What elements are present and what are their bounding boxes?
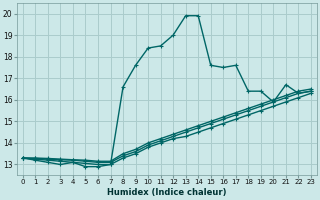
X-axis label: Humidex (Indice chaleur): Humidex (Indice chaleur) [107, 188, 227, 197]
